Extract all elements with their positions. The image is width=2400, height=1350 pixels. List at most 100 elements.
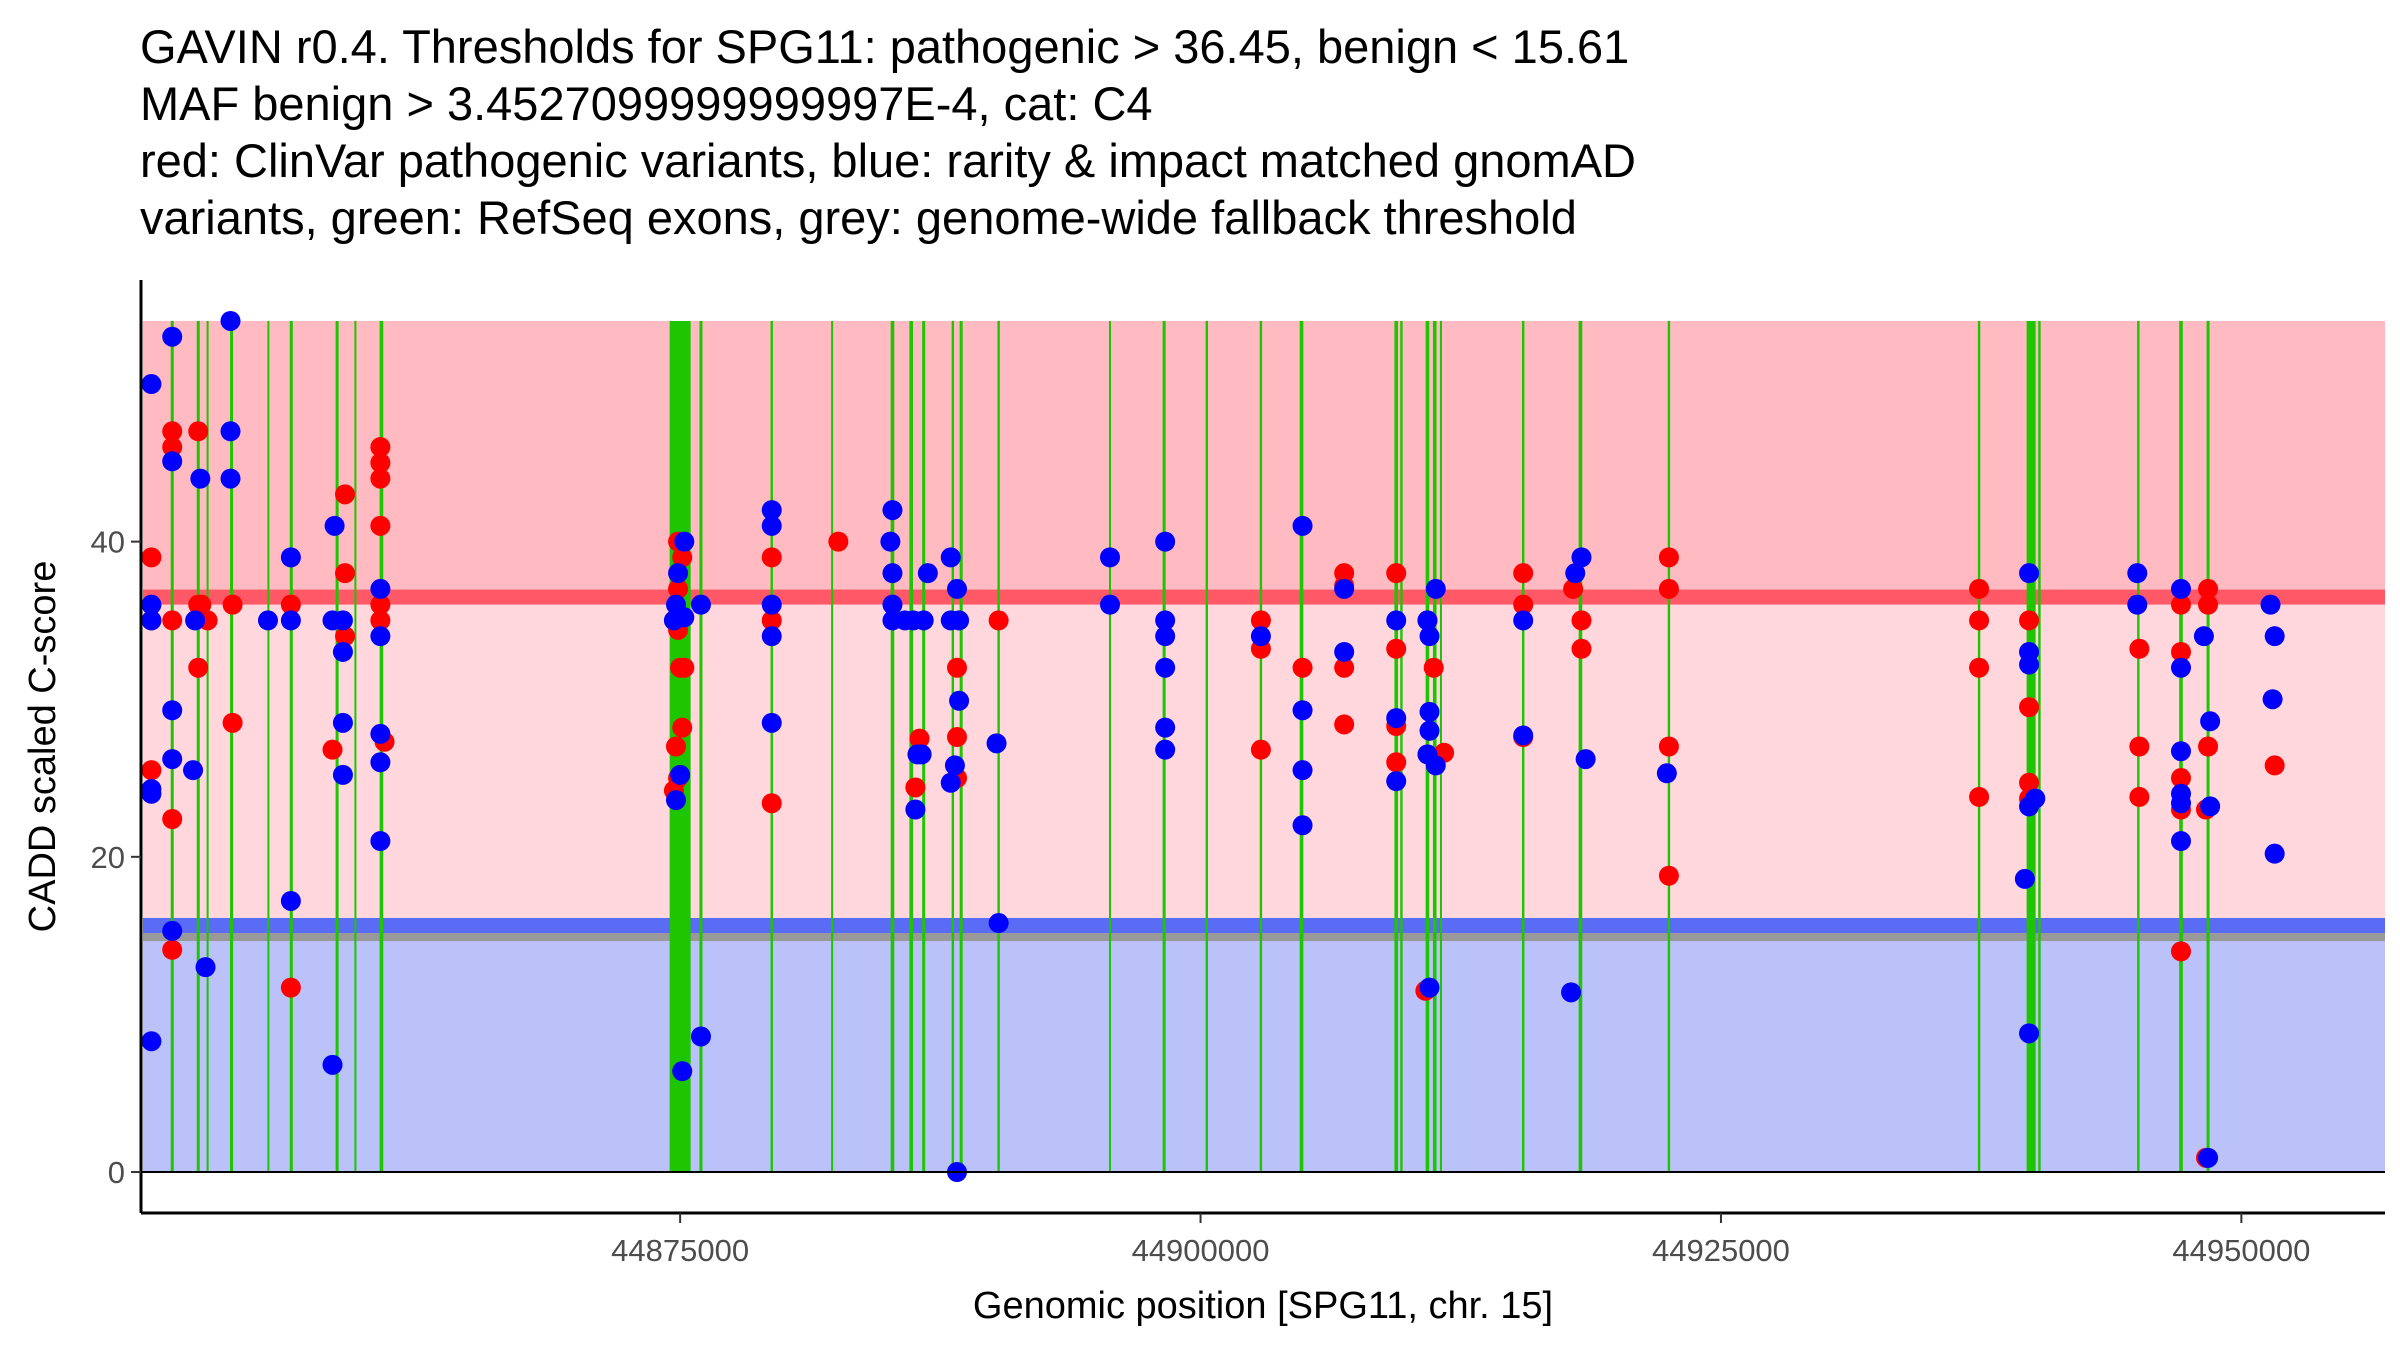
gnomad-point — [1425, 578, 1446, 599]
gnomad-point — [1419, 977, 1440, 998]
gnomad-point — [1575, 749, 1596, 770]
exon-line — [1394, 320, 1399, 1173]
clinvar-point — [1386, 752, 1407, 773]
clinvar-point — [370, 452, 391, 473]
gnomad-point — [1561, 982, 1582, 1003]
clinvar-point — [280, 977, 301, 998]
gnomad-point — [674, 531, 695, 552]
exon-line — [354, 320, 357, 1173]
gnomad-point — [1425, 755, 1446, 776]
title-line-1: GAVIN r0.4. Thresholds for SPG11: pathog… — [140, 20, 1630, 73]
gnomad-point — [988, 913, 1009, 934]
clinvar-point — [2171, 594, 2191, 615]
x-tick-label: 44900000 — [1132, 1233, 1270, 1268]
clinvar-point — [370, 468, 391, 489]
gnomad-point — [1386, 610, 1407, 631]
x-tick-label: 44875000 — [611, 1233, 749, 1268]
gnomad-point — [2198, 1147, 2219, 1168]
gnomad-point — [674, 607, 695, 628]
exon-line — [890, 320, 895, 1173]
clinvar-point — [988, 610, 1009, 631]
exon-line — [1299, 320, 1304, 1173]
exon-line — [267, 320, 270, 1173]
clinvar-point — [370, 515, 391, 536]
gnomad-point — [1155, 531, 1176, 552]
clinvar-point — [1969, 610, 1990, 631]
clinvar-point — [947, 657, 967, 678]
clinvar-point — [222, 594, 243, 615]
exon-line — [196, 320, 200, 1173]
clinvar-point — [2171, 768, 2191, 789]
gnomad-point — [1292, 815, 1313, 836]
gnomad-point — [761, 500, 782, 521]
gnomad-point — [986, 733, 1007, 754]
gnomad-point — [1155, 717, 1176, 738]
clinvar-point — [2198, 736, 2219, 757]
clinvar-point — [2129, 638, 2150, 659]
axes: 0 20 40 44875000 44900000 44925000 44950000 — [91, 280, 2385, 1268]
gnomad-point — [1250, 626, 1271, 647]
clinvar-point — [222, 712, 243, 733]
gnomad-point — [2171, 657, 2191, 678]
gnomad-point — [2264, 626, 2285, 647]
gnomad-point — [1386, 708, 1407, 729]
gnomad-point — [2193, 626, 2214, 647]
gnomad-point — [2014, 868, 2035, 889]
title-line-3: red: ClinVar pathogenic variants, blue: … — [140, 134, 1636, 187]
gnomad-point — [257, 610, 278, 631]
clinvar-point — [1571, 638, 1592, 659]
gnomad-point — [324, 515, 345, 536]
gnomad-point — [1292, 515, 1313, 536]
gnomad-point — [280, 890, 301, 911]
clinvar-point — [761, 547, 782, 568]
gnomad-point — [141, 610, 162, 631]
clinvar-point — [2019, 610, 2040, 631]
clinvar-point — [2198, 578, 2219, 599]
exon-line — [1977, 320, 1981, 1173]
exon-line — [1205, 320, 1208, 1173]
gnomad-point — [940, 547, 961, 568]
exon-line — [770, 320, 773, 1173]
gnomad-point — [761, 712, 782, 733]
fallback-threshold-line — [143, 933, 2385, 942]
gnomad-point — [183, 760, 204, 781]
gnomad-point — [220, 421, 241, 442]
gnomad-point — [1100, 594, 1120, 615]
gnomad-point — [882, 500, 903, 521]
benign-zone — [143, 938, 2385, 1173]
gnomad-point — [2262, 689, 2283, 710]
gnomad-point — [1419, 701, 1440, 722]
clinvar-point — [665, 736, 686, 757]
clinvar-point — [2171, 941, 2191, 962]
chart-title: GAVIN r0.4. Thresholds for SPG11: pathog… — [140, 18, 1636, 246]
clinvar-point — [2264, 755, 2285, 776]
gnomad-point — [1334, 641, 1355, 662]
gnomad-point — [1571, 547, 1592, 568]
gnomad-point — [141, 374, 162, 395]
gnomad-point — [2019, 563, 2040, 584]
clinvar-point — [1563, 578, 1584, 599]
gnomad-point — [141, 1031, 162, 1052]
gnomad-point — [2127, 563, 2148, 584]
clinvar-point — [1658, 578, 1679, 599]
clinvar-point — [162, 610, 183, 631]
gnomad-point — [668, 563, 689, 584]
clinvar-point — [674, 657, 695, 678]
gnomad-point — [195, 957, 216, 978]
gnomad-point — [162, 700, 183, 721]
clinvar-point — [1292, 657, 1313, 678]
gnomad-point — [322, 1054, 343, 1075]
clinvar-point — [162, 421, 183, 442]
gnomad-point — [2019, 654, 2040, 675]
gnomad-point — [2019, 796, 2040, 817]
gnomad-point — [2171, 578, 2191, 599]
exon-line — [2038, 320, 2041, 1173]
clinvar-point — [2198, 594, 2219, 615]
gnomad-point — [913, 610, 934, 631]
clinvar-point — [370, 610, 391, 631]
gnomad-point — [2200, 796, 2221, 817]
clinvar-point — [1513, 594, 1534, 615]
gnomad-point — [940, 772, 961, 793]
clinvar-point — [668, 578, 689, 599]
